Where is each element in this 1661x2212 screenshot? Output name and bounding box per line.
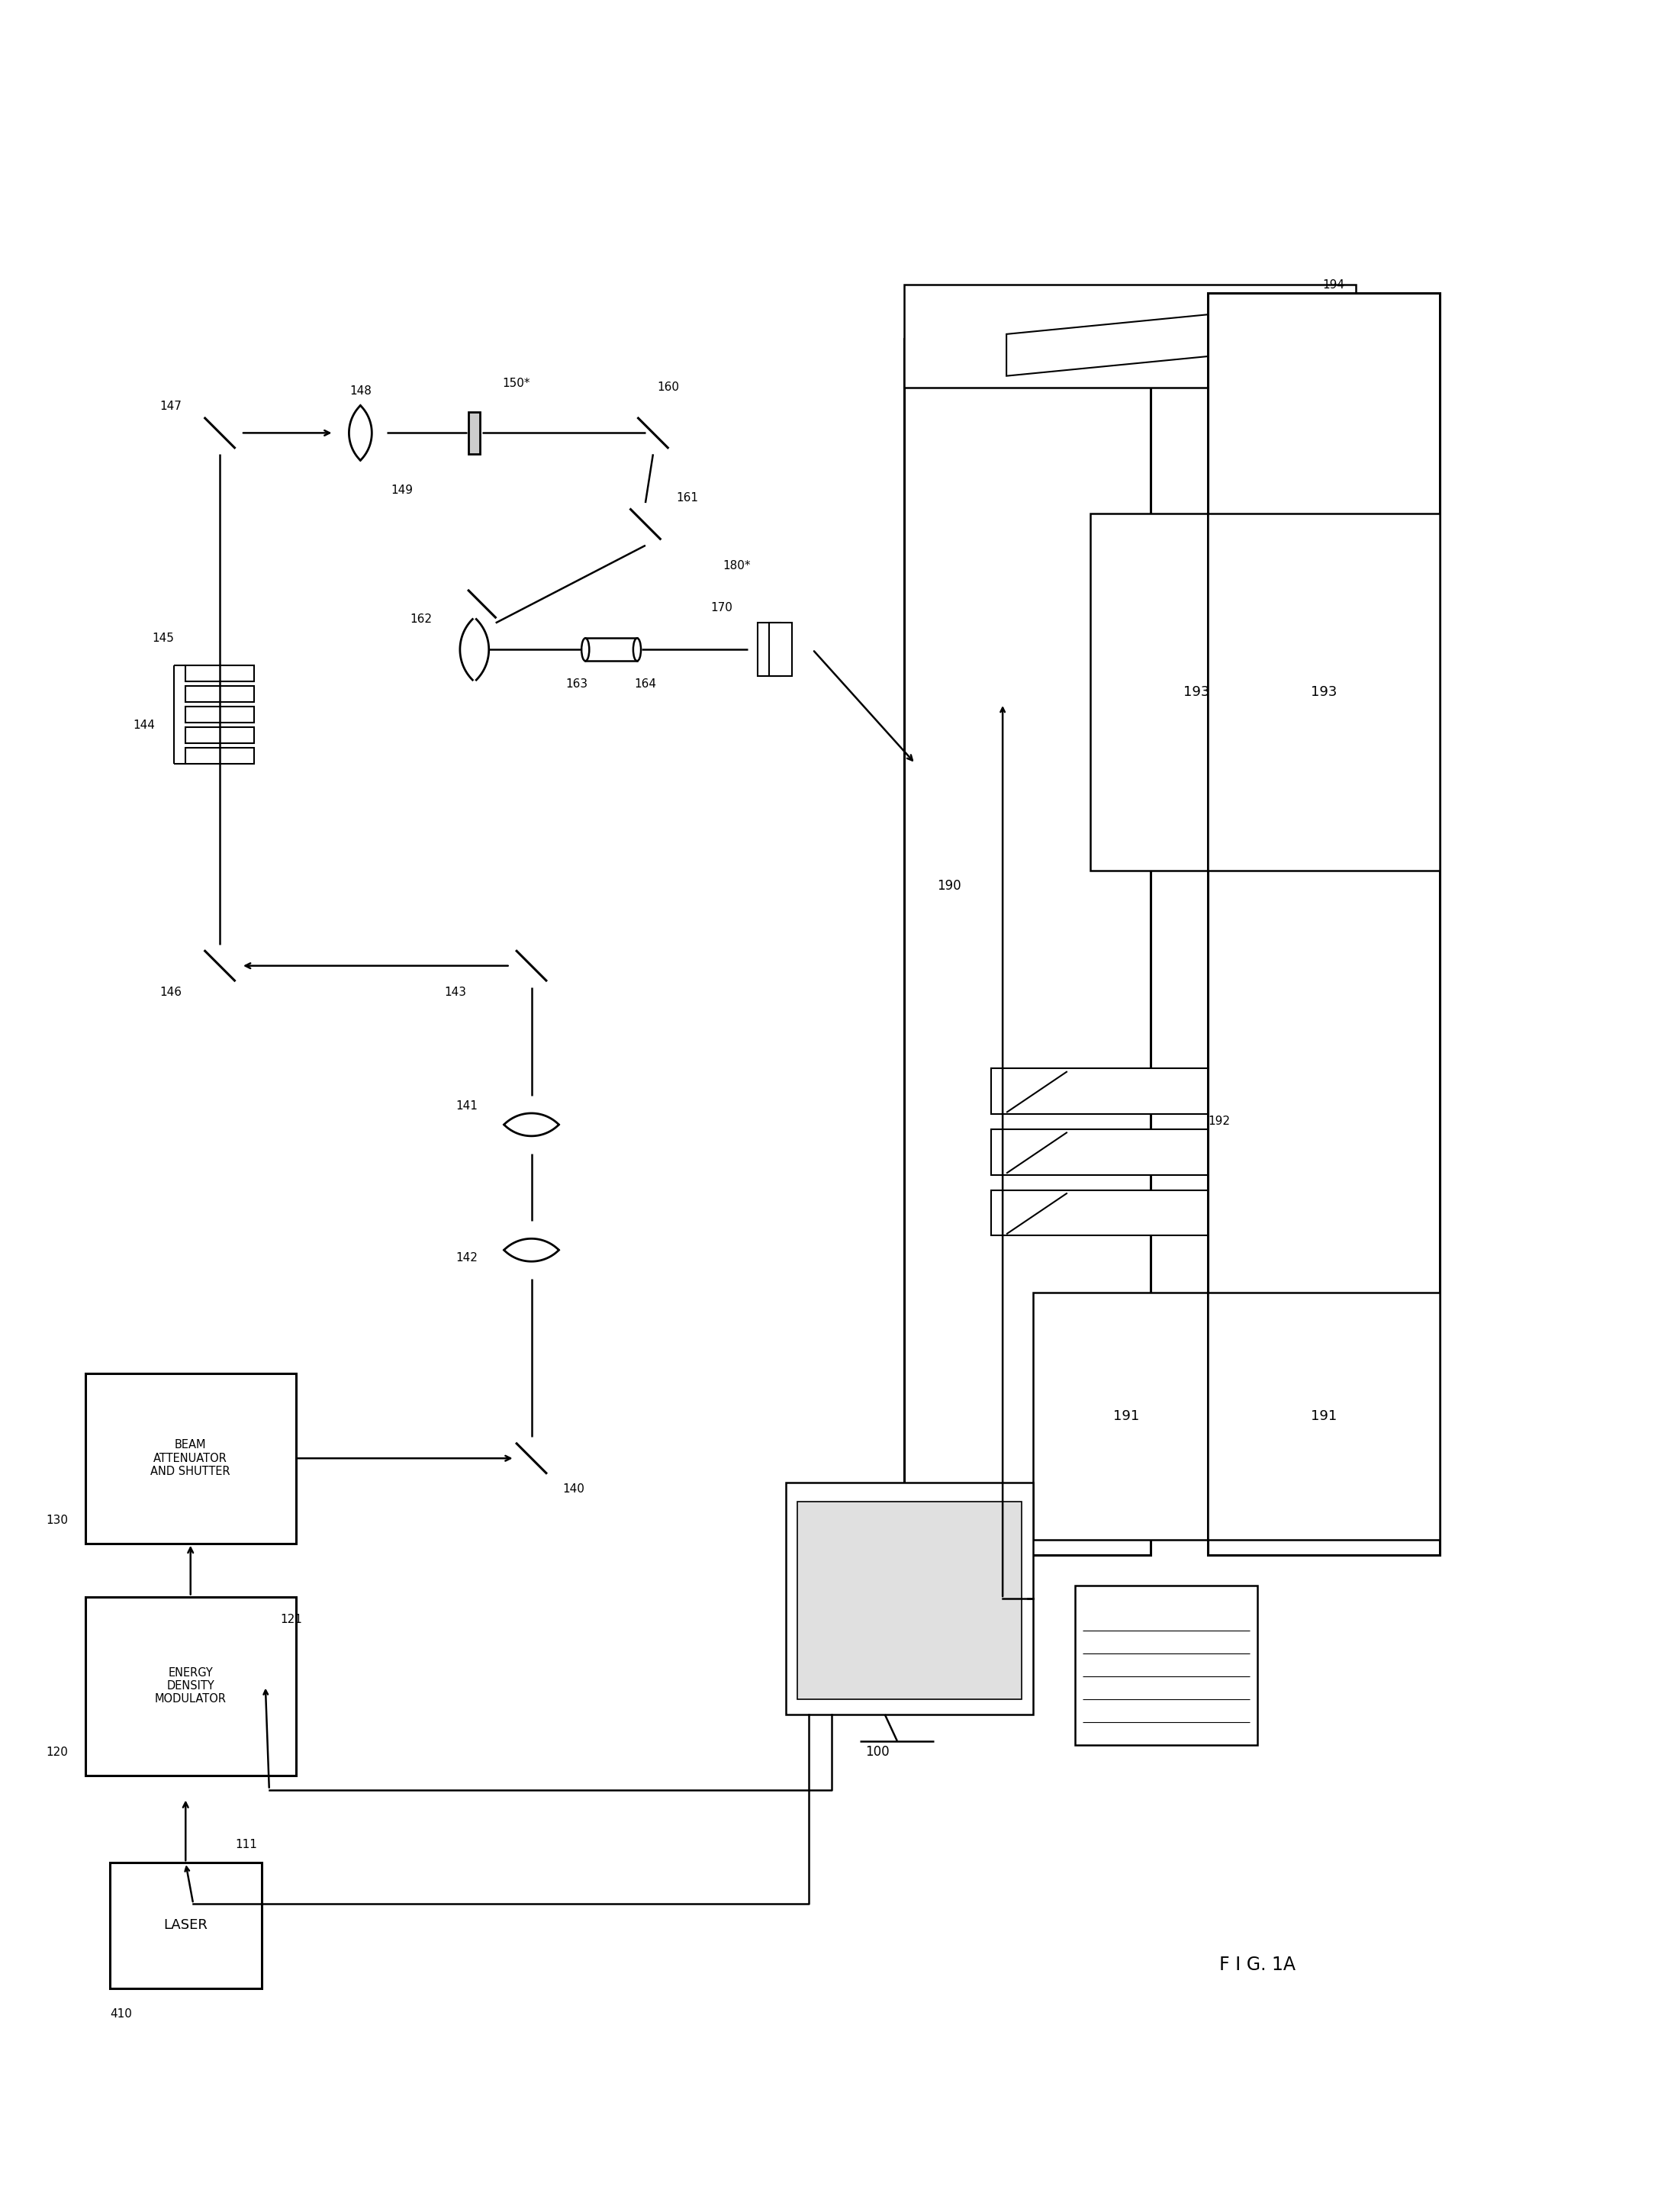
Bar xyxy=(1208,1292,1440,1540)
Text: 192: 192 xyxy=(1208,1115,1231,1128)
Text: 162: 162 xyxy=(410,613,432,624)
Text: 193: 193 xyxy=(1311,686,1337,699)
Text: 141: 141 xyxy=(455,1099,478,1110)
Bar xyxy=(186,666,254,681)
Bar xyxy=(786,1482,1033,1714)
Text: 149: 149 xyxy=(390,484,414,495)
Bar xyxy=(1208,513,1440,872)
Text: 164: 164 xyxy=(635,679,656,690)
Text: 145: 145 xyxy=(151,633,174,644)
Text: 191: 191 xyxy=(1113,1409,1139,1422)
Text: 191: 191 xyxy=(1311,1409,1337,1422)
Text: 140: 140 xyxy=(561,1482,585,1495)
Bar xyxy=(1208,292,1440,1555)
Bar xyxy=(904,285,1355,387)
Bar xyxy=(468,411,480,453)
Text: 100: 100 xyxy=(865,1745,889,1759)
Bar xyxy=(186,748,254,763)
Bar xyxy=(992,1190,1242,1237)
Bar xyxy=(110,1863,261,1989)
Text: 143: 143 xyxy=(445,987,467,998)
Bar xyxy=(85,1374,296,1544)
Text: ENERGY
DENSITY
MODULATOR: ENERGY DENSITY MODULATOR xyxy=(154,1668,226,1705)
Bar xyxy=(904,338,1151,1555)
Bar xyxy=(757,624,781,677)
Text: 146: 146 xyxy=(159,987,181,998)
Bar xyxy=(1090,513,1302,872)
Bar xyxy=(1033,1292,1219,1540)
Bar xyxy=(992,1068,1242,1115)
Text: 190: 190 xyxy=(937,878,962,894)
Text: 121: 121 xyxy=(281,1615,302,1626)
Text: 111: 111 xyxy=(236,1838,257,1849)
Bar xyxy=(186,706,254,723)
Text: 130: 130 xyxy=(45,1515,68,1526)
Text: 180*: 180* xyxy=(723,560,751,571)
Text: 142: 142 xyxy=(455,1252,478,1263)
Text: 148: 148 xyxy=(349,385,372,396)
Bar xyxy=(992,1128,1242,1175)
Text: 193: 193 xyxy=(1183,686,1209,699)
Polygon shape xyxy=(1007,307,1281,376)
Text: LASER: LASER xyxy=(163,1918,208,1933)
Text: 163: 163 xyxy=(566,679,588,690)
Text: 194: 194 xyxy=(1322,279,1344,290)
Text: 410: 410 xyxy=(110,2008,131,2020)
Bar xyxy=(1075,1586,1257,1745)
Text: F I G. 1A: F I G. 1A xyxy=(1219,1955,1296,1973)
Bar xyxy=(769,624,792,677)
Bar xyxy=(797,1502,1022,1699)
Text: 120: 120 xyxy=(47,1747,68,1759)
Bar xyxy=(186,686,254,701)
Text: 147: 147 xyxy=(159,400,181,411)
Bar xyxy=(186,728,254,743)
Text: BEAM
ATTENUATOR
AND SHUTTER: BEAM ATTENUATOR AND SHUTTER xyxy=(151,1440,231,1478)
Ellipse shape xyxy=(581,637,590,661)
Text: 170: 170 xyxy=(711,602,733,613)
Text: 144: 144 xyxy=(133,719,154,732)
Ellipse shape xyxy=(633,637,641,661)
Bar xyxy=(585,637,638,661)
Text: 160: 160 xyxy=(658,383,679,394)
Text: 150*: 150* xyxy=(502,378,530,389)
Bar xyxy=(85,1597,296,1776)
Text: 161: 161 xyxy=(676,491,698,504)
